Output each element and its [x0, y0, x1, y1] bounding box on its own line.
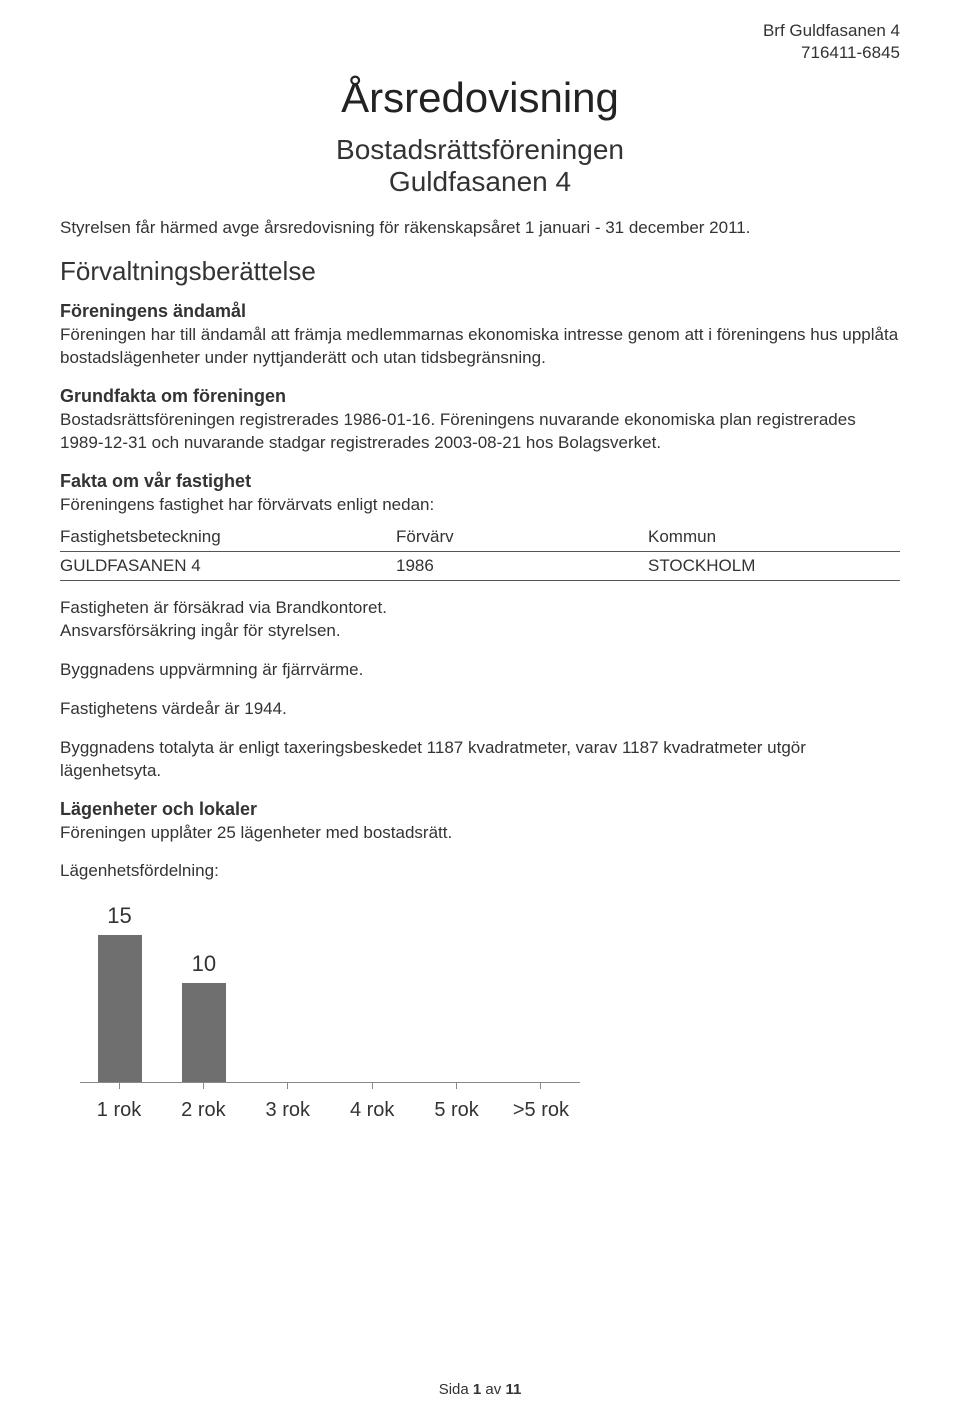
x-tick: 4 rok: [337, 1083, 407, 1122]
x-tick: >5 rok: [506, 1083, 576, 1122]
footer-sep: av: [481, 1381, 505, 1398]
units-heading: Lägenheter och lokaler: [60, 799, 900, 820]
intro-paragraph: Styrelsen får härmed avge årsredovisning…: [60, 218, 900, 238]
x-tick-label: 5 rok: [422, 1099, 492, 1122]
x-tick-label: 3 rok: [253, 1099, 323, 1122]
org-number: 716411-6845: [60, 42, 900, 64]
property-heading: Fakta om vår fastighet: [60, 471, 900, 492]
x-tick: 1 rok: [84, 1083, 154, 1122]
bar-value-label: 10: [192, 951, 216, 977]
area-text: Byggnadens totalyta är enligt taxeringsb…: [60, 737, 900, 783]
subtitle-line-1: Bostadsrättsföreningen: [60, 134, 900, 166]
x-tick: 2 rok: [168, 1083, 238, 1122]
property-intro: Föreningens fastighet har förvärvats enl…: [60, 494, 900, 517]
bar-slot: 15: [84, 903, 154, 1082]
bar-slot: [337, 903, 407, 1082]
distribution-label: Lägenhetsfördelning:: [60, 860, 900, 883]
document-page: Brf Guldfasanen 4 716411-6845 Årsredovis…: [0, 0, 960, 1428]
value-year-text: Fastighetens värdeår är 1944.: [60, 698, 900, 721]
chart-xticks: 1 rok 2 rok 3 rok 4 rok 5 rok >5 rok: [80, 1083, 580, 1122]
management-report-heading: Förvaltningsberättelse: [60, 256, 900, 287]
units-text: Föreningen upplåter 25 lägenheter med bo…: [60, 822, 900, 845]
footer-current-page: 1: [473, 1381, 481, 1398]
col-forvarv: Förvärv: [396, 525, 648, 552]
cell-fastighetsbeteckning: GULDFASANEN 4: [60, 551, 396, 580]
x-tick-label: >5 rok: [506, 1099, 576, 1122]
tick-mark: [119, 1083, 120, 1089]
col-fastighetsbeteckning: Fastighetsbeteckning: [60, 525, 396, 552]
bar-value-label: 15: [107, 903, 131, 929]
org-name: Brf Guldfasanen 4: [60, 20, 900, 42]
x-tick: 5 rok: [422, 1083, 492, 1122]
x-tick-label: 4 rok: [337, 1099, 407, 1122]
bar-rect: [98, 935, 142, 1082]
subtitle-line-2: Guldfasanen 4: [60, 166, 900, 198]
footer-total-pages: 11: [505, 1381, 521, 1398]
col-kommun: Kommun: [648, 525, 900, 552]
tick-mark: [287, 1083, 288, 1089]
bar-rect: [182, 983, 226, 1082]
x-tick-label: 2 rok: [168, 1099, 238, 1122]
page-title: Årsredovisning: [60, 74, 900, 122]
page-footer: Sida 1 av 11: [0, 1381, 960, 1398]
property-table: Fastighetsbeteckning Förvärv Kommun GULD…: [60, 525, 900, 581]
heating-text: Byggnadens uppvärmning är fjärrvärme.: [60, 659, 900, 682]
table-row: GULDFASANEN 4 1986 STOCKHOLM: [60, 551, 900, 580]
x-tick-label: 1 rok: [84, 1099, 154, 1122]
purpose-text: Föreningen har till ändamål att främja m…: [60, 324, 900, 370]
liability-text: Ansvarsförsäkring ingår för styrelsen.: [60, 620, 900, 643]
insurance-text: Fastigheten är försäkrad via Brandkontor…: [60, 597, 900, 620]
bar-slot: [422, 903, 492, 1082]
facts-heading: Grundfakta om föreningen: [60, 386, 900, 407]
x-tick: 3 rok: [253, 1083, 323, 1122]
bar-slot: [506, 903, 576, 1082]
bar-slot: [253, 903, 323, 1082]
tick-mark: [372, 1083, 373, 1089]
bar-slot: 10: [168, 903, 238, 1082]
header-block: Brf Guldfasanen 4 716411-6845: [60, 20, 900, 64]
apartment-distribution-chart: 1510 1 rok2 rok3 rok4 rok5 rok>5 rok: [60, 903, 580, 1122]
chart-body: 1510: [80, 903, 580, 1083]
table-header-row: Fastighetsbeteckning Förvärv Kommun: [60, 525, 900, 552]
facts-text: Bostadsrättsföreningen registrerades 198…: [60, 409, 900, 455]
tick-mark: [540, 1083, 541, 1089]
tick-mark: [456, 1083, 457, 1089]
cell-kommun: STOCKHOLM: [648, 551, 900, 580]
tick-mark: [203, 1083, 204, 1089]
purpose-heading: Föreningens ändamål: [60, 301, 900, 322]
footer-prefix: Sida: [439, 1381, 473, 1398]
cell-forvarv: 1986: [396, 551, 648, 580]
